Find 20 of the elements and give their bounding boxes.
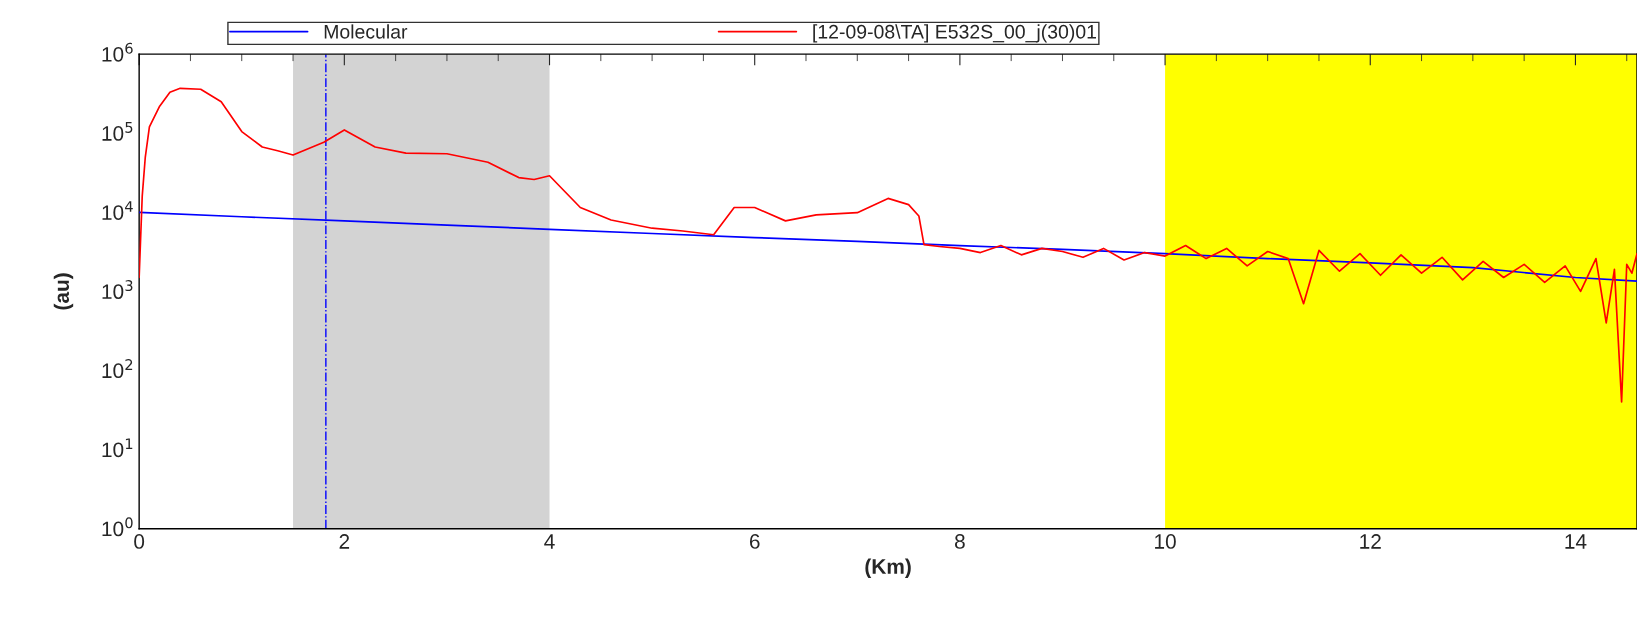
x-tick-label: 4 bbox=[544, 534, 555, 549]
y-tick-label: 10$^{6}$ bbox=[102, 42, 133, 62]
x-tick-label: 12 bbox=[1360, 534, 1381, 549]
x-tick-label: 8 bbox=[955, 534, 965, 549]
x-tick-label: 0 bbox=[134, 534, 145, 549]
x-tick-label: 6 bbox=[749, 534, 760, 549]
x-tick-label: 14 bbox=[1565, 534, 1587, 549]
y-tick-label: 10$^{5}$ bbox=[102, 122, 133, 141]
x-tick-label: 10 bbox=[1155, 534, 1176, 549]
x-tick-label: 2 bbox=[339, 534, 350, 549]
line-series bbox=[139, 87, 1637, 403]
x-axis-title: (Km) bbox=[865, 558, 911, 578]
y-tick-label: 10$^{1}$ bbox=[102, 438, 133, 458]
y-tick-label: 10$^{0}$ bbox=[102, 517, 133, 537]
legend-label: Molecular bbox=[324, 24, 408, 39]
y-tick-label: 10$^{3}$ bbox=[102, 280, 133, 300]
y-tick-label: 10$^{2}$ bbox=[102, 359, 133, 379]
y-tick-label: 10$^{4}$ bbox=[102, 201, 133, 220]
y-axis-title: (au) bbox=[53, 273, 74, 310]
legend-label: [12-09-08\TA] E532S_00_j(30)01 bbox=[813, 24, 1096, 43]
